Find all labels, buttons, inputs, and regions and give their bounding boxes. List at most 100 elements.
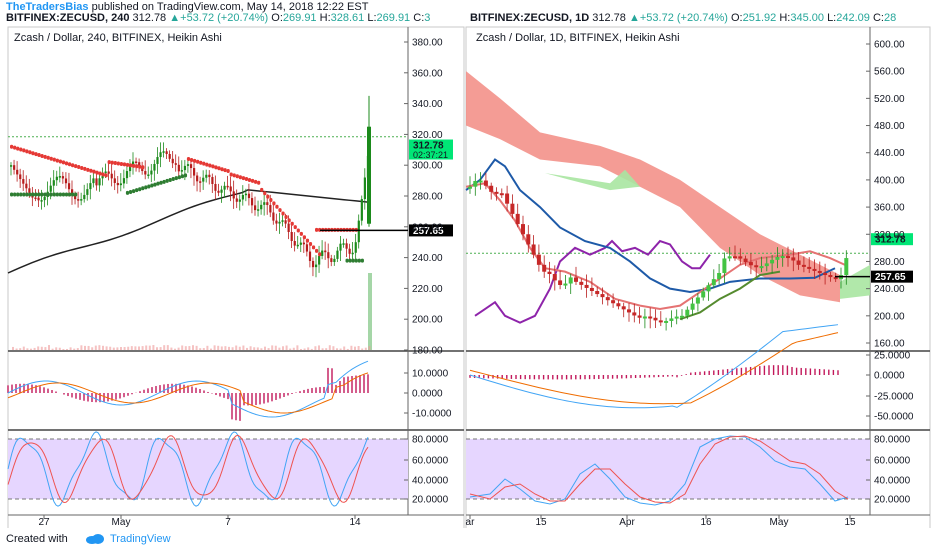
left-candle-body bbox=[287, 223, 290, 232]
left-psar-dot-red bbox=[37, 153, 41, 158]
left-candle-body bbox=[339, 243, 342, 251]
left-psar-dot-red bbox=[107, 160, 111, 165]
left-psar-dot-red bbox=[193, 158, 197, 163]
left-last-candle-body bbox=[367, 126, 371, 224]
left-macd-line bbox=[7, 360, 369, 418]
left-volume-bar bbox=[260, 348, 263, 350]
right-price-pane[interactable]: 312.78 257.65 bbox=[465, 71, 913, 331]
left-candle-body bbox=[150, 170, 153, 175]
author-link[interactable]: TheTradersBias bbox=[6, 1, 89, 13]
left-change-up-icon: ▲ bbox=[169, 12, 181, 24]
tradingview-brand-link[interactable]: TradingView bbox=[110, 533, 171, 545]
left-candle-body bbox=[61, 176, 65, 179]
right-macd-pane[interactable] bbox=[469, 324, 839, 409]
left-stoch-pane[interactable] bbox=[7, 431, 408, 507]
left-candle-body bbox=[247, 193, 251, 199]
left-psar-dot-green bbox=[345, 258, 349, 263]
left-candle-body bbox=[315, 264, 318, 268]
right-price-axis-tick-label: 520.00 bbox=[874, 94, 905, 105]
right-price-axis-tick-label: 600.00 bbox=[874, 40, 905, 51]
right-price-axis-tick-label: 200.00 bbox=[874, 311, 905, 322]
left-psar-dot-red bbox=[217, 166, 221, 171]
right-candle-body bbox=[547, 271, 552, 275]
left-volume-bar bbox=[307, 347, 310, 350]
right-candle-body bbox=[494, 191, 499, 194]
left-volume-bar bbox=[152, 345, 155, 350]
left-volume-bar bbox=[174, 348, 176, 350]
left-candle-body bbox=[250, 198, 254, 206]
right-stoch-pane[interactable] bbox=[466, 435, 870, 506]
left-psar-dot-green bbox=[171, 177, 175, 182]
left-change: +53.72 (+20.74%) bbox=[180, 12, 269, 24]
left-psar-dot-green bbox=[43, 192, 47, 197]
right-symbol: BITFINEX:ZECUSD, 1D bbox=[470, 12, 590, 24]
left-candle-body bbox=[110, 173, 113, 179]
right-chikou-line bbox=[474, 239, 711, 324]
tradingview-cloud-icon bbox=[86, 534, 104, 544]
left-psar-dot-red bbox=[22, 148, 26, 153]
left-candle-body bbox=[19, 174, 22, 180]
left-candle-body bbox=[302, 242, 305, 245]
right-macd-axis-tick-label: -25.0000 bbox=[874, 392, 914, 403]
left-volume-bar bbox=[181, 345, 184, 350]
right-c-label: C: bbox=[872, 12, 884, 24]
left-candle-body bbox=[205, 174, 208, 178]
left-volume-bar bbox=[76, 348, 79, 350]
left-candle-body bbox=[235, 198, 238, 202]
right-price-tag-bg bbox=[871, 233, 913, 246]
right-candle-body bbox=[764, 263, 769, 267]
right-time-label: 16 bbox=[700, 517, 712, 528]
right-candle-body bbox=[642, 316, 647, 319]
left-psar-dot-red bbox=[49, 156, 53, 161]
left-volume-bar bbox=[159, 347, 162, 350]
left-volume-bar bbox=[102, 345, 104, 350]
right-chart-title: Zcash / Dollar, 1D, BITFINEX, Heikin Ash… bbox=[476, 32, 680, 44]
left-volume-bar bbox=[170, 347, 173, 350]
right-candle-body bbox=[738, 256, 743, 259]
left-psar-dot-red bbox=[211, 164, 215, 169]
left-candle-body bbox=[49, 185, 52, 192]
left-candle-body bbox=[260, 204, 263, 210]
left-psar-dot-red bbox=[89, 168, 93, 173]
left-candle-body bbox=[37, 197, 40, 201]
left-volume-bar bbox=[163, 345, 166, 350]
left-macd-pane[interactable] bbox=[7, 360, 369, 421]
left-psar-dot-red bbox=[223, 168, 227, 173]
left-candle-body bbox=[266, 202, 269, 206]
left-price-axis-tick-label: 340.00 bbox=[412, 99, 443, 110]
right-stoch-axis-tick-label: 80.0000 bbox=[874, 435, 911, 446]
right-candle-body bbox=[558, 280, 563, 285]
left-psar-dot-red bbox=[95, 170, 99, 175]
right-price-axis-tick-label: 240.00 bbox=[874, 284, 905, 295]
left-candle-body bbox=[64, 178, 68, 184]
left-open: 269.91 bbox=[282, 12, 317, 24]
left-volume-bar bbox=[120, 347, 122, 350]
left-psar-dot-red bbox=[116, 161, 120, 166]
left-psar-dot-red bbox=[186, 157, 191, 162]
left-candle-body bbox=[132, 161, 135, 165]
right-l-label: L: bbox=[827, 12, 837, 24]
left-time-label: May bbox=[112, 517, 131, 528]
left-candle-body bbox=[308, 251, 312, 261]
left-psar-dot-red bbox=[141, 165, 145, 170]
left-volume-bar bbox=[249, 346, 252, 350]
left-volume-bar bbox=[242, 345, 245, 350]
left-candle-body bbox=[153, 163, 156, 171]
left-psar-dot-red bbox=[226, 169, 230, 174]
left-volume-bar bbox=[267, 348, 270, 350]
left-candle-body bbox=[318, 255, 321, 265]
left-psar-dot-green bbox=[64, 192, 69, 197]
left-candle-body bbox=[95, 178, 98, 186]
left-volume-bar bbox=[127, 346, 130, 350]
right-price-axis-tick-label: 400.00 bbox=[874, 175, 905, 186]
right-open: 251.92 bbox=[742, 12, 777, 24]
left-psar-dot-red bbox=[263, 191, 267, 196]
left-psar-dot-red bbox=[71, 163, 75, 168]
left-candle-body bbox=[43, 196, 46, 201]
left-psar-dot-green bbox=[67, 192, 72, 197]
left-h-label: H: bbox=[319, 12, 331, 24]
left-psar-dot-green bbox=[40, 192, 44, 197]
left-volume-bar bbox=[343, 346, 346, 350]
